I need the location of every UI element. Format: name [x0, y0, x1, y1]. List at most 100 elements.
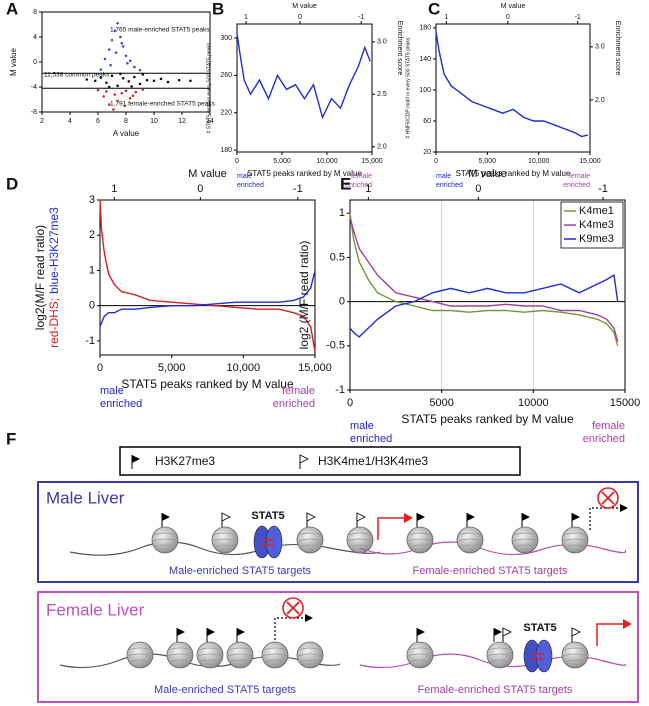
point	[134, 90, 138, 94]
x-axis-label: STAT5 peaks ranked by M value	[401, 412, 574, 426]
x2-tick-label: -1	[358, 14, 364, 21]
x-tick-label: 0	[434, 158, 438, 165]
x-tick-label: 5,000	[158, 362, 186, 374]
point	[110, 38, 114, 42]
note: female	[351, 173, 372, 180]
x-tick-label: 10000	[518, 397, 549, 409]
y-tick-label: 1	[89, 264, 95, 276]
x-tick-label: 15,000	[361, 158, 383, 165]
legend-label: K4me3	[579, 219, 614, 231]
y-tick-label: 60	[423, 118, 431, 125]
panel-letter: C	[428, 0, 440, 18]
point	[99, 76, 103, 79]
legend-label: K4me1	[579, 205, 614, 217]
legend-flag	[131, 454, 141, 470]
plot-frame	[435, 23, 591, 153]
legend-label: H3K27me3	[155, 454, 215, 468]
point	[126, 61, 129, 65]
point	[138, 68, 142, 72]
point	[130, 85, 133, 88]
y-tick-label: 140	[419, 56, 431, 63]
flag	[493, 627, 503, 643]
point	[131, 94, 135, 98]
y-tick-label: 0.5	[330, 251, 345, 263]
point	[177, 78, 181, 82]
diagram: F H3K27me3 H3K4me1/H3K4me3 Male Liver ST…	[6, 429, 639, 703]
x-tick-label: 10,000	[227, 362, 261, 374]
target-label: Female-enriched STAT5 targets	[418, 684, 573, 696]
point	[141, 73, 145, 76]
point	[110, 74, 114, 78]
box-title: Female Liver	[46, 600, 145, 619]
flag	[416, 512, 426, 528]
x2-tick-label: 0	[475, 183, 481, 195]
point	[133, 75, 136, 79]
stat5-label: STAT5	[523, 622, 556, 634]
point	[124, 89, 128, 93]
x-tick-label: 10,000	[316, 158, 338, 165]
point	[99, 68, 103, 71]
x2-axis-label: M value	[292, 3, 317, 10]
point	[145, 78, 149, 82]
note: enriched	[350, 433, 392, 445]
x-tick-label: 2	[40, 118, 44, 125]
point	[133, 65, 136, 69]
note: enriched	[563, 182, 590, 189]
male-box	[37, 481, 639, 583]
point	[93, 79, 97, 83]
plot-frame	[349, 199, 626, 391]
point	[141, 88, 145, 91]
y-tick-label: 4	[33, 34, 37, 41]
y2-tick-label: 3.0	[595, 44, 605, 51]
y-tick-label: 0	[33, 59, 37, 66]
y-tick-label: 2	[89, 229, 95, 241]
note: male	[237, 173, 252, 180]
panel-letter: D	[6, 174, 18, 193]
point	[112, 108, 115, 111]
x-axis-label: STAT5 peaks ranked by M value	[456, 169, 571, 178]
nucleosome	[561, 641, 589, 669]
x2-axis-label: M value	[188, 168, 227, 180]
point	[123, 104, 126, 108]
nucleosome	[511, 526, 539, 554]
x-axis-label: A value	[113, 129, 140, 138]
nucleosome	[196, 641, 224, 669]
y-tick-label: -1	[335, 384, 345, 396]
y-tick-label: -0.5	[326, 340, 345, 352]
x2-axis-label: M value	[468, 168, 507, 180]
point	[152, 79, 156, 83]
point	[105, 81, 108, 84]
legend-label: K9me3	[579, 233, 614, 245]
annotation: 11,538 common peaks	[44, 72, 110, 79]
x2-tick-label: -1	[575, 14, 581, 21]
note: female	[592, 420, 625, 432]
x-tick-label: 6	[96, 118, 100, 125]
point	[120, 91, 124, 95]
target-label: Male-enriched STAT5 targets	[154, 684, 297, 696]
y-tick-label: 1	[339, 207, 345, 219]
blocked-arrow	[589, 487, 629, 531]
x2-tick-label: 1	[365, 183, 371, 195]
annotation: 1,765 male-enriched STAT5 peaks	[110, 27, 210, 34]
y-axis-label: M value	[9, 47, 18, 76]
point	[105, 90, 108, 93]
note: enriched	[237, 182, 264, 189]
point	[138, 82, 142, 86]
panel-letter: B	[212, 0, 224, 18]
y-tick-label: 20	[423, 149, 431, 156]
flag	[176, 627, 186, 643]
y-axis-label: # STAT5 motif in every 500 STAT5 peaks	[206, 42, 212, 133]
flag	[571, 512, 581, 528]
x-tick-label: 5000	[429, 397, 453, 409]
nucleosome	[346, 526, 374, 554]
flag	[306, 512, 316, 528]
nucleosome	[561, 526, 589, 554]
x-tick-label: 15,000	[579, 158, 601, 165]
point	[107, 85, 111, 89]
point	[109, 63, 112, 67]
nucleosome	[166, 641, 194, 669]
x-tick-label: 4	[68, 118, 72, 125]
point	[113, 29, 117, 33]
